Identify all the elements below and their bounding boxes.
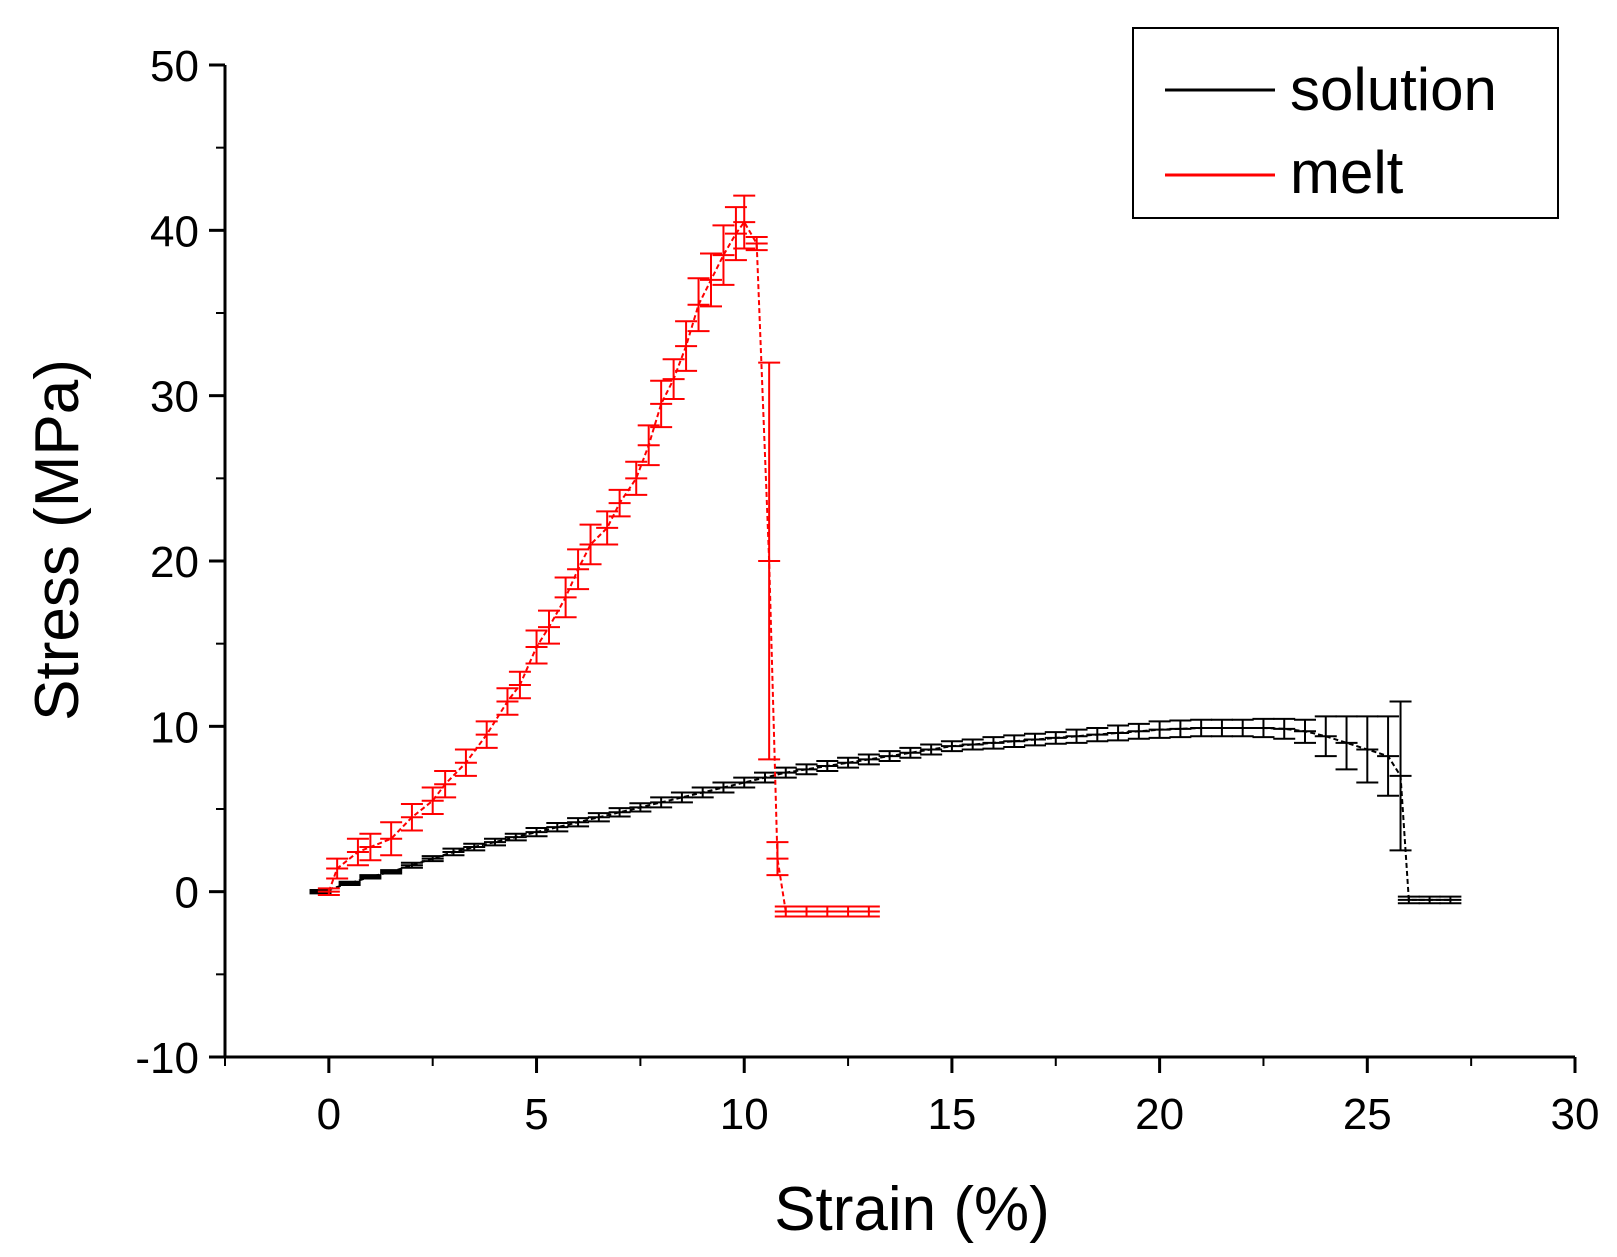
series-line-melt [327, 220, 869, 913]
legend-box [1132, 27, 1559, 219]
axes: 0 5 10 15 20 25 30 -10 0 10 20 30 40 50 [135, 42, 1599, 1139]
series-line-solution [320, 726, 1451, 901]
y-tick-label: 50 [150, 42, 199, 91]
x-tick-label: 30 [1551, 1090, 1600, 1139]
y-tick-label: -10 [135, 1034, 199, 1083]
x-tick-label: 15 [927, 1090, 976, 1139]
series-solution [309, 700, 1462, 905]
legend-label-solution: solution [1290, 56, 1497, 123]
series-layer [309, 194, 1462, 918]
legend-label-melt: melt [1290, 139, 1404, 206]
y-axis-title: Stress (MPa) [23, 359, 92, 721]
y-tick-label: 0 [175, 869, 199, 918]
y-tick-label: 10 [150, 703, 199, 752]
y-tick-label: 30 [150, 373, 199, 422]
y-tick-label: 40 [150, 207, 199, 256]
x-tick-label: 20 [1135, 1090, 1184, 1139]
x-tick-label: 0 [317, 1090, 341, 1139]
y-tick-label: 20 [150, 538, 199, 587]
x-tick-label: 5 [524, 1090, 548, 1139]
x-axis-title: Strain (%) [774, 1175, 1050, 1244]
x-tick-label: 25 [1343, 1090, 1392, 1139]
legend: solution melt [1132, 27, 1559, 219]
x-tick-label: 10 [720, 1090, 769, 1139]
series-melt [317, 194, 880, 918]
